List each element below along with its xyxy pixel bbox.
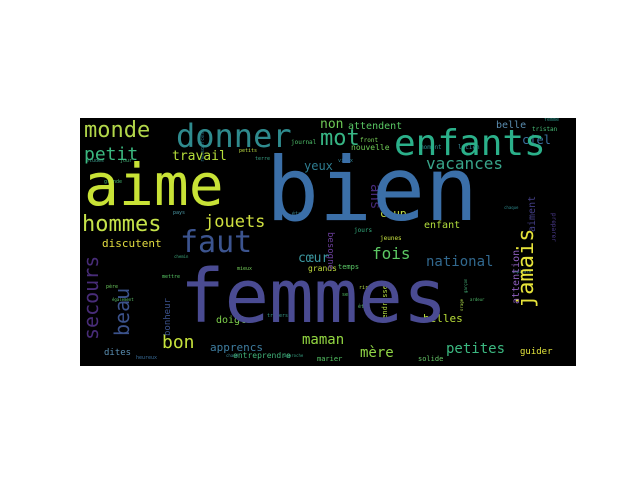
cloud-word: cœur (298, 251, 330, 266)
cloud-word: petites (446, 341, 506, 357)
cloud-word: chaque (504, 205, 519, 210)
cloud-word: solide (418, 355, 444, 363)
cloud-word: grands (308, 264, 337, 273)
cloud-word: coup (380, 207, 407, 220)
cloud-word: temps (338, 263, 360, 271)
cloud-word: front (360, 137, 379, 144)
cloud-word: approche (284, 353, 304, 358)
cloud-word: travers (267, 313, 289, 319)
cloud-word: orage (459, 298, 464, 311)
cloud-word: donner (176, 118, 292, 155)
cloud-word: secours (80, 255, 103, 340)
cloud-word: nouvelle (351, 143, 390, 152)
cloud-word: vacances (426, 154, 504, 173)
cloud-word: bien (266, 138, 478, 241)
cloud-word: enfant (424, 220, 461, 231)
cloud-word: travail (172, 149, 227, 164)
cloud-word: maman (302, 332, 345, 348)
cloud-word: mot (320, 126, 360, 151)
cloud-word: non (320, 118, 344, 132)
cloud-word: jours (354, 227, 373, 234)
cloud-word: aime (84, 151, 224, 219)
cloud-word: dites (104, 348, 132, 358)
cloud-word: également (112, 297, 134, 302)
cloud-word: ardeur (470, 297, 485, 302)
cloud-word: chemin (174, 254, 189, 259)
cloud-word: êtes (358, 304, 371, 310)
cloud-word: mettre (162, 274, 181, 280)
cloud-word: garçon (463, 278, 468, 293)
cloud-word: belles (423, 312, 463, 325)
cloud-word: lucien (458, 144, 480, 151)
cloud-word: discutent (102, 237, 162, 250)
cloud-word: guider (520, 347, 553, 357)
cloud-word: attendent (348, 121, 403, 132)
word-cloud: grande mettre mieux travers père pays ét… (80, 118, 576, 366)
cloud-word: preparer (550, 213, 557, 242)
cloud-word: petit (84, 144, 139, 165)
cloud-word: doigts (216, 315, 253, 326)
cloud-word: journal (291, 139, 317, 146)
cloud-word: grande (104, 179, 123, 185)
cloud-word: yeux (304, 159, 333, 173)
cloud-word: hommes (82, 212, 162, 237)
cloud-word: fois (372, 244, 411, 263)
cloud-word: père (106, 284, 119, 290)
cloud-word: entreprendre (233, 351, 291, 360)
cloud-word: moment (420, 144, 442, 151)
cloud-word: pays (173, 210, 186, 216)
cloud-word: femmes (180, 254, 448, 340)
cloud-word: ciel (522, 133, 551, 147)
cloud-word: jamais (514, 228, 539, 308)
cloud-word: femme (544, 118, 560, 123)
cloud-word: mère (360, 345, 394, 361)
cloud-word: national (426, 254, 494, 270)
cloud-word: apprencs (210, 341, 263, 354)
cloud-word: jour (120, 158, 133, 164)
cloud-word: heureux (136, 355, 158, 361)
cloud-word: mieux (237, 266, 253, 272)
cloud-word: petits (239, 148, 258, 154)
cloud-word: belle (496, 120, 527, 131)
cloud-word: terre (255, 156, 271, 162)
cloud-word: faut (180, 225, 253, 260)
cloud-word: rire (359, 285, 372, 291)
cloud-word: étage (292, 211, 308, 217)
cloud-word: capitale (512, 269, 532, 274)
cloud-word: bon (162, 332, 195, 353)
cloud-word: vieux (338, 158, 354, 164)
cloud-word: marier (317, 355, 343, 363)
cloud-word: tristan (532, 126, 558, 133)
cloud-word: beau (110, 287, 134, 336)
cloud-word: chaud (226, 353, 239, 358)
cloud-word: études (86, 158, 105, 164)
cloud-word: jeunes (380, 235, 402, 242)
cloud-word: sens (342, 292, 355, 298)
cloud-word: enfants (394, 123, 546, 164)
cloud-word: bonheur (163, 298, 173, 336)
cloud-word: jouets (204, 212, 266, 232)
cloud-word: aiment (527, 195, 538, 232)
cloud-word: monde (84, 118, 151, 143)
